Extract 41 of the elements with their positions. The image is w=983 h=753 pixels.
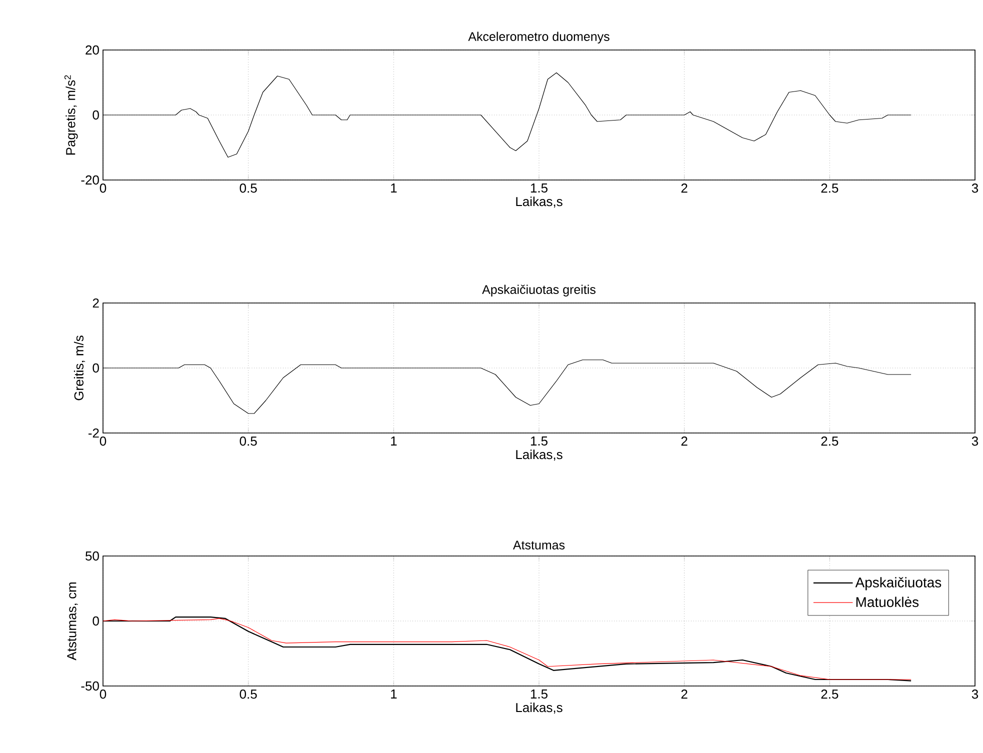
x-tick-label: 2.5	[821, 436, 838, 446]
x-tick-label: 0.5	[240, 436, 257, 446]
x-tick-label: 0.5	[240, 690, 257, 699]
chart-title: Apskaičiuotas greitis	[482, 284, 596, 296]
y-axis-title: Pagretis, m/s$^{2}$	[64, 75, 78, 155]
x-tick-label: 0.5	[240, 184, 257, 193]
x-tick-label: 1.5	[530, 184, 548, 193]
y-tick-label: 50	[86, 551, 99, 561]
legend-label: Apskaičiuotas	[855, 577, 942, 590]
y-tick-label: -2	[88, 428, 99, 438]
x-axis-title: Laikas,s	[516, 450, 562, 461]
x-tick-label: 0	[100, 184, 106, 193]
x-tick-label: 0	[100, 436, 106, 446]
x-tick-label: 2	[681, 436, 688, 446]
y-axis-title: Atstumas, cm	[67, 582, 78, 660]
y-tick-label: 2	[92, 298, 99, 308]
y-tick-label: 20	[86, 45, 99, 55]
y-tick-label: 0	[92, 616, 99, 626]
legend-label: Matuoklės	[856, 596, 919, 608]
x-tick-label: 2.5	[821, 184, 838, 193]
x-axis-title: Laikas,s	[516, 702, 562, 714]
x-tick-label: 2.5	[821, 690, 838, 699]
x-tick-label: 3	[972, 690, 978, 699]
y-tick-label: -20	[81, 175, 99, 185]
x-tick-label: 1	[391, 690, 397, 698]
x-tick-label: 3	[972, 184, 978, 193]
y-axis-title: Greitis, m/s	[74, 336, 86, 400]
x-tick-label: 1.5	[530, 436, 548, 446]
x-tick-label: 1	[391, 184, 397, 192]
x-tick-label: 3	[972, 436, 978, 446]
x-tick-label: 1	[391, 436, 397, 446]
y-tick-label: 0	[92, 363, 99, 373]
x-tick-label: 1.5	[530, 690, 548, 699]
x-tick-label: 0	[100, 690, 106, 699]
x-tick-label: 2	[681, 690, 688, 699]
x-tick-label: 2	[681, 184, 688, 193]
chart-title: Akcelerometro duomenys	[468, 32, 610, 44]
x-axis-title: Laikas,s	[516, 196, 562, 208]
y-tick-label: 0	[92, 110, 99, 120]
y-tick-label: -50	[81, 681, 99, 691]
chart-title: Atstumas	[512, 540, 565, 550]
